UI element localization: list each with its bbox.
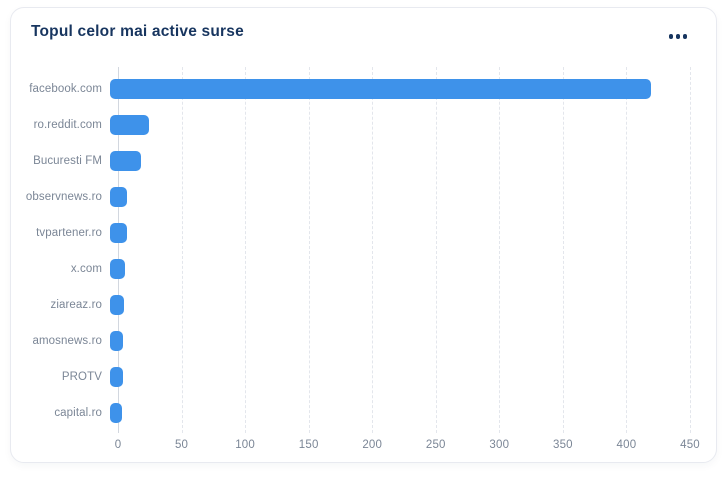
source-bar[interactable] bbox=[110, 259, 126, 279]
source-label: ziareaz.ro bbox=[50, 299, 102, 311]
dot bbox=[675, 34, 680, 39]
source-bar[interactable] bbox=[110, 151, 141, 171]
x-tick-label: 300 bbox=[489, 439, 510, 451]
source-bar[interactable] bbox=[110, 403, 122, 423]
x-tick-label: 100 bbox=[235, 439, 256, 451]
bar-track bbox=[110, 223, 690, 243]
source-label: amosnews.ro bbox=[32, 335, 102, 347]
chart-row: facebook.com bbox=[11, 71, 716, 107]
source-bar[interactable] bbox=[110, 295, 125, 315]
x-tick-label: 400 bbox=[616, 439, 637, 451]
chart-row: capital.ro bbox=[11, 395, 716, 431]
source-bar[interactable] bbox=[110, 223, 127, 243]
chart-row: tvpartener.ro bbox=[11, 215, 716, 251]
active-sources-card: Topul celor mai active surse facebook.co… bbox=[10, 7, 717, 463]
more-options-icon[interactable] bbox=[665, 30, 692, 43]
source-bar[interactable] bbox=[110, 187, 127, 207]
bar-track bbox=[110, 187, 690, 207]
source-label: tvpartener.ro bbox=[36, 227, 102, 239]
bar-track bbox=[110, 151, 690, 171]
x-tick-label: 350 bbox=[552, 439, 573, 451]
chart-row: ro.reddit.com bbox=[11, 107, 716, 143]
source-label: observnews.ro bbox=[25, 191, 102, 203]
x-tick-label: 150 bbox=[298, 439, 319, 451]
bar-track bbox=[110, 259, 690, 279]
bar-track bbox=[110, 115, 690, 135]
bar-chart: facebook.com ro.reddit.com Bucuresti FM obs… bbox=[11, 71, 716, 431]
x-tick-label: 250 bbox=[425, 439, 446, 451]
chart-row: x.com bbox=[11, 251, 716, 287]
source-bar[interactable] bbox=[110, 331, 123, 351]
source-label: Bucuresti FM bbox=[33, 155, 102, 167]
source-label: ro.reddit.com bbox=[33, 119, 102, 131]
bar-track bbox=[110, 367, 690, 387]
source-bar[interactable] bbox=[110, 115, 149, 135]
bar-track bbox=[110, 79, 690, 99]
x-axis: 0 50 100 150 200 250 300 350 400 450 bbox=[114, 439, 700, 455]
x-tick-label: 200 bbox=[362, 439, 383, 451]
chart-row: Bucuresti FM bbox=[11, 143, 716, 179]
bar-track bbox=[110, 331, 690, 351]
source-label: x.com bbox=[70, 263, 102, 275]
dot bbox=[682, 34, 687, 39]
dot bbox=[668, 34, 673, 39]
source-label: facebook.com bbox=[29, 83, 102, 95]
source-label: PROTV bbox=[61, 371, 102, 383]
chart-row: ziareaz.ro bbox=[11, 287, 716, 323]
chart-row: observnews.ro bbox=[11, 179, 716, 215]
chart-row: amosnews.ro bbox=[11, 323, 716, 359]
bar-track bbox=[110, 295, 690, 315]
source-bar[interactable] bbox=[110, 79, 652, 99]
card-title: Topul celor mai active surse bbox=[31, 23, 244, 40]
x-tick-label: 50 bbox=[174, 439, 189, 451]
x-tick-label: 450 bbox=[680, 439, 700, 451]
bar-track bbox=[110, 403, 690, 423]
chart-row: PROTV bbox=[11, 359, 716, 395]
source-label: capital.ro bbox=[54, 407, 102, 419]
source-bar[interactable] bbox=[110, 367, 123, 387]
x-tick-label: 0 bbox=[114, 439, 122, 451]
